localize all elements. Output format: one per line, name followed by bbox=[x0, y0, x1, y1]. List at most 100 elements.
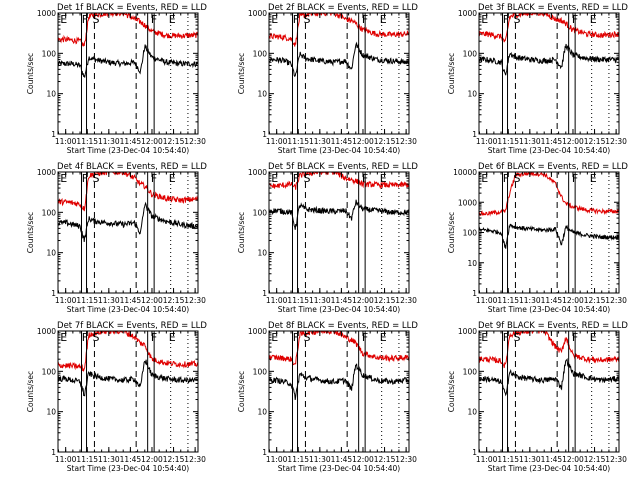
lld-line bbox=[58, 331, 198, 373]
x-tick-label: 11:15 bbox=[76, 137, 98, 146]
x-axis-label: Start Time (23-Dec-04 10:54:40) bbox=[488, 146, 610, 155]
y-tick-label: 1000 bbox=[458, 9, 477, 18]
x-tick-label: 12:30 bbox=[605, 455, 627, 464]
x-tick-label: 12:30 bbox=[184, 296, 206, 305]
y-tick-label: 1 bbox=[51, 448, 56, 457]
lld-line bbox=[269, 13, 409, 47]
y-tick-label: 100 bbox=[42, 367, 57, 376]
plot-frame bbox=[57, 171, 199, 294]
y-tick-label: 1000 bbox=[248, 9, 267, 18]
x-tick-label: 12:15 bbox=[374, 137, 396, 146]
plot-frame bbox=[268, 330, 410, 453]
y-tick-label: 1000 bbox=[37, 168, 56, 177]
y-axis-label: Counts/sec bbox=[447, 212, 456, 253]
panel-title: Det 3f BLACK = Events, RED = LLD bbox=[478, 3, 628, 13]
x-tick-label: 12:00 bbox=[562, 296, 584, 305]
x-tick-label: 12:00 bbox=[141, 455, 163, 464]
x-tick-label: 11:45 bbox=[541, 137, 563, 146]
marker-label: S bbox=[93, 172, 100, 185]
y-tick-label: 100 bbox=[42, 49, 57, 58]
x-tick-label: 11:15 bbox=[76, 455, 98, 464]
marker-label: E bbox=[380, 13, 387, 26]
x-axis-label: Start Time (23-Dec-04 10:54:40) bbox=[67, 305, 189, 314]
x-tick-label: 11:30 bbox=[309, 137, 331, 146]
x-tick-label: 12:30 bbox=[395, 455, 417, 464]
marker-label: E bbox=[271, 172, 278, 185]
x-tick-label: 11:30 bbox=[98, 296, 120, 305]
lld-line bbox=[479, 13, 619, 43]
marker-label: S bbox=[514, 13, 521, 26]
x-tick-label: 12:00 bbox=[141, 296, 163, 305]
x-tick-label: 11:30 bbox=[98, 455, 120, 464]
y-tick-label: 1000 bbox=[248, 327, 267, 336]
marker-label: F bbox=[151, 172, 157, 185]
y-tick-label: 1000 bbox=[37, 9, 56, 18]
marker-label: F bbox=[82, 172, 88, 185]
marker-label: E bbox=[481, 13, 488, 26]
x-tick-label: 12:15 bbox=[374, 296, 396, 305]
x-tick-label: 11:45 bbox=[331, 137, 353, 146]
events-line bbox=[58, 201, 198, 243]
x-tick-label: 12:15 bbox=[584, 455, 606, 464]
y-tick-label: 100 bbox=[253, 367, 268, 376]
x-tick-label: 12:30 bbox=[605, 296, 627, 305]
y-axis-label: Counts/sec bbox=[447, 371, 456, 412]
y-tick-label: 10 bbox=[257, 249, 267, 258]
x-axis-label: Start Time (23-Dec-04 10:54:40) bbox=[488, 464, 610, 473]
marker-label: E bbox=[481, 331, 488, 344]
x-tick-label: 11:45 bbox=[331, 296, 353, 305]
y-axis-label: Counts/sec bbox=[26, 212, 35, 253]
x-tick-label: 12:15 bbox=[163, 455, 185, 464]
y-tick-label: 1 bbox=[472, 130, 477, 139]
marker-label: S bbox=[514, 331, 521, 344]
x-tick-label: 11:00 bbox=[55, 455, 77, 464]
marker-label: S bbox=[304, 331, 311, 344]
x-tick-label: 12:15 bbox=[163, 137, 185, 146]
y-tick-label: 1000 bbox=[458, 198, 477, 207]
marker-label: E bbox=[60, 331, 67, 344]
panel-title: Det 8f BLACK = Events, RED = LLD bbox=[268, 321, 418, 331]
y-axis-label: Counts/sec bbox=[447, 53, 456, 94]
x-tick-label: 12:30 bbox=[184, 455, 206, 464]
x-axis-label: Start Time (23-Dec-04 10:54:40) bbox=[278, 146, 400, 155]
y-tick-label: 10 bbox=[257, 90, 267, 99]
plot-area bbox=[58, 331, 198, 397]
events-line bbox=[269, 199, 409, 230]
x-tick-label: 11:45 bbox=[331, 455, 353, 464]
y-tick-label: 1000 bbox=[37, 327, 56, 336]
marker-label: F bbox=[151, 331, 157, 344]
x-tick-label: 11:00 bbox=[55, 137, 77, 146]
marker-label: F bbox=[82, 331, 88, 344]
marker-label: S bbox=[93, 13, 100, 26]
marker-label: E bbox=[271, 13, 278, 26]
marker-label: F bbox=[503, 13, 509, 26]
marker-label: E bbox=[590, 13, 597, 26]
y-tick-label: 1 bbox=[51, 289, 56, 298]
marker-label: F bbox=[151, 13, 157, 26]
lld-line bbox=[479, 172, 619, 217]
y-tick-label: 1 bbox=[472, 448, 477, 457]
plot-frame bbox=[57, 12, 199, 135]
y-tick-label: 1000 bbox=[248, 168, 267, 177]
y-tick-label: 100 bbox=[42, 208, 57, 217]
plot-frame bbox=[268, 171, 410, 294]
events-line bbox=[58, 44, 198, 78]
x-tick-label: 11:30 bbox=[519, 137, 541, 146]
marker-label: F bbox=[362, 172, 368, 185]
x-tick-label: 11:15 bbox=[287, 455, 309, 464]
lld-line bbox=[269, 331, 409, 366]
lld-line bbox=[58, 13, 198, 48]
marker-label: F bbox=[572, 13, 578, 26]
y-tick-label: 1 bbox=[262, 130, 267, 139]
panel-title: Det 4f BLACK = Events, RED = LLD bbox=[57, 162, 207, 172]
plot-area bbox=[58, 172, 198, 243]
y-tick-label: 100 bbox=[253, 49, 268, 58]
x-tick-label: 11:15 bbox=[287, 296, 309, 305]
marker-label: S bbox=[514, 172, 521, 185]
y-tick-label: 100 bbox=[253, 208, 268, 217]
